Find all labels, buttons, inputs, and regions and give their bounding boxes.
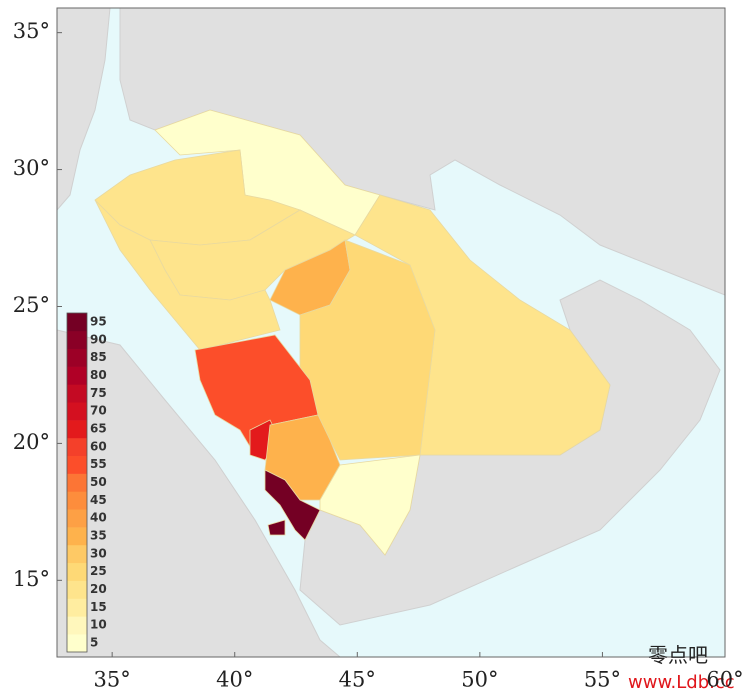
legend-swatch	[67, 491, 87, 510]
legend-swatch	[67, 402, 87, 421]
legend-swatch	[67, 330, 87, 349]
legend-swatch	[67, 634, 87, 653]
y-tick-label: 15°	[13, 567, 50, 591]
legend-swatch	[67, 366, 87, 385]
legend-swatch	[67, 384, 87, 403]
legend-swatch	[67, 562, 87, 581]
land-north	[119, 7, 726, 296]
legend-label: 10	[90, 618, 107, 632]
x-tick-label: 40°	[216, 668, 253, 692]
x-tick-label: 50°	[461, 668, 498, 692]
legend-label: 40	[90, 511, 107, 525]
legend-swatch	[67, 509, 87, 528]
legend-label: 65	[90, 421, 107, 435]
plot-border	[56, 7, 726, 658]
region	[319, 454, 421, 556]
legend-label: 75	[90, 386, 107, 400]
legend-label: 80	[90, 368, 107, 382]
legend-swatch	[67, 527, 87, 546]
legend-swatch	[67, 437, 87, 457]
legend-swatch	[67, 420, 87, 439]
legend-swatch	[67, 580, 87, 599]
region	[264, 469, 321, 541]
legend-border	[66, 312, 88, 653]
y-tick-label: 20°	[13, 430, 50, 454]
legend-swatch	[67, 455, 87, 474]
legend-swatch	[67, 598, 87, 617]
legend-label: 95	[90, 314, 107, 328]
x-tick-label: 55°	[584, 668, 621, 692]
legend-label: 50	[90, 475, 107, 489]
watermark-name: 零点吧	[648, 643, 708, 667]
legend-label: 25	[90, 564, 107, 578]
regions	[94, 109, 611, 556]
x-tick-label: 35°	[94, 668, 131, 692]
legend-swatch	[67, 348, 87, 367]
legend-swatch	[67, 473, 87, 492]
legend-swatch	[67, 313, 87, 332]
legend-label: 30	[90, 546, 107, 560]
legend-swatch	[67, 616, 87, 635]
legend-label: 70	[90, 404, 107, 418]
legend-label: 20	[90, 582, 107, 596]
x-tick-label: 45°	[339, 668, 376, 692]
legend-label: 60	[90, 439, 107, 453]
watermark-url: www.Ldb.cc	[628, 672, 735, 693]
legend: 5 10 15 20 25 30 35 40 45 50 55 60 65 70 75 80 85 90 95	[66, 312, 107, 653]
region	[267, 519, 286, 536]
legend-label: 35	[90, 529, 107, 543]
legend-swatch	[67, 544, 87, 564]
region	[299, 239, 436, 461]
legend-label: 85	[90, 350, 107, 364]
legend-label: 15	[90, 600, 107, 614]
legend-label: 55	[90, 457, 107, 471]
region	[94, 199, 281, 351]
land-egypt	[56, 7, 111, 212]
y-tick-label: 30°	[13, 156, 50, 180]
legend-label: 5	[90, 636, 98, 650]
x-tick-label: 60°	[706, 668, 743, 692]
y-tick-label: 35°	[13, 19, 50, 43]
legend-label: 90	[90, 332, 107, 346]
land	[56, 7, 726, 658]
legend-label: 45	[90, 493, 107, 507]
y-tick-label: 25°	[13, 293, 50, 317]
